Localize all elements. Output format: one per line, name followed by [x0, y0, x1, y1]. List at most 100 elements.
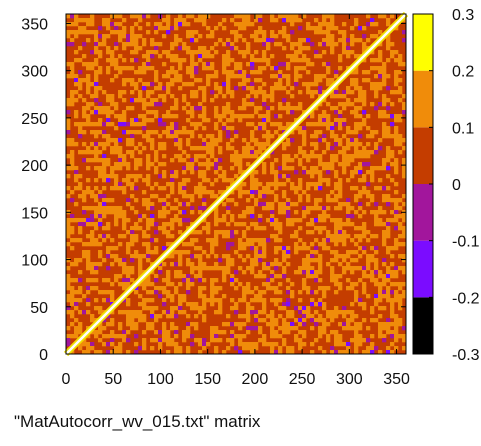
heatmap-cell	[74, 58, 79, 63]
heatmap-cell	[146, 30, 151, 35]
heatmap-cell	[82, 250, 87, 255]
heatmap-cell	[134, 158, 139, 163]
heatmap-cell	[394, 158, 399, 163]
heatmap-cell	[254, 186, 259, 191]
heatmap-cell	[282, 194, 287, 199]
heatmap-cell	[366, 38, 371, 43]
heatmap-cell	[118, 322, 123, 327]
heatmap-cell	[226, 230, 231, 235]
heatmap-cell	[126, 242, 131, 247]
heatmap-cell	[262, 254, 267, 259]
heatmap-cell	[382, 94, 387, 99]
heatmap-cell	[346, 178, 351, 183]
heatmap-cell	[190, 110, 195, 115]
heatmap-cell	[174, 334, 179, 339]
heatmap-cell	[362, 250, 367, 255]
heatmap-cell	[358, 302, 363, 307]
heatmap-cell	[126, 314, 131, 319]
heatmap-cell	[270, 214, 275, 219]
heatmap-cell	[118, 54, 123, 59]
heatmap-cell	[266, 142, 271, 147]
heatmap-cell	[170, 186, 175, 191]
heatmap-cell	[294, 210, 299, 215]
heatmap-cell	[166, 202, 171, 207]
heatmap-cell	[270, 150, 275, 155]
heatmap-cell	[266, 42, 271, 47]
heatmap-cell	[70, 246, 75, 251]
heatmap-cell	[222, 110, 227, 115]
heatmap-cell	[394, 298, 399, 303]
heatmap-cell	[222, 26, 227, 31]
heatmap-cell	[310, 266, 315, 271]
heatmap-cell	[130, 14, 135, 19]
heatmap-cell	[170, 94, 175, 99]
heatmap-cell	[234, 302, 239, 307]
heatmap-cell	[78, 270, 83, 275]
heatmap-cell	[282, 254, 287, 259]
heatmap-cell	[126, 150, 131, 155]
heatmap-cell	[302, 306, 307, 311]
heatmap-cell	[218, 114, 223, 119]
heatmap-cell	[114, 246, 119, 251]
heatmap-cell	[246, 206, 251, 211]
heatmap-cell	[270, 202, 275, 207]
heatmap-cell	[218, 174, 223, 179]
heatmap-cell	[358, 162, 363, 167]
heatmap-cell	[122, 158, 127, 163]
heatmap-cell	[274, 222, 279, 227]
heatmap-cell	[82, 294, 87, 299]
heatmap-cell	[342, 234, 347, 239]
heatmap-cell	[162, 130, 167, 135]
heatmap-cell	[102, 214, 107, 219]
heatmap-cell	[122, 90, 127, 95]
heatmap-cell	[354, 130, 359, 135]
heatmap-cell	[202, 138, 207, 143]
heatmap-cell	[82, 114, 87, 119]
heatmap-cell	[146, 242, 151, 247]
heatmap-cell	[330, 274, 335, 279]
heatmap-cell	[106, 234, 111, 239]
heatmap-cell	[90, 266, 95, 271]
heatmap-cell	[254, 314, 259, 319]
colorbar-band	[413, 297, 433, 354]
heatmap-cell	[258, 150, 263, 155]
heatmap-cell	[382, 66, 387, 71]
heatmap-cell	[366, 294, 371, 299]
heatmap-cell	[322, 122, 327, 127]
heatmap-cell	[122, 214, 127, 219]
heatmap-cell	[338, 238, 343, 243]
heatmap-cell	[258, 126, 263, 131]
heatmap-cell	[334, 42, 339, 47]
heatmap-cell	[162, 98, 167, 103]
heatmap-cell	[350, 50, 355, 55]
heatmap-cell	[138, 162, 143, 167]
heatmap-cell	[374, 346, 379, 351]
heatmap-cell	[390, 14, 395, 19]
heatmap-cell	[302, 270, 307, 275]
heatmap-cell	[350, 310, 355, 315]
heatmap-cell	[162, 34, 167, 39]
heatmap-cell	[290, 94, 295, 99]
heatmap-cell	[274, 266, 279, 271]
heatmap-cell	[94, 110, 99, 115]
heatmap-cell	[174, 130, 179, 135]
heatmap-cell	[238, 182, 243, 187]
heatmap-cell	[126, 182, 131, 187]
heatmap-cell	[242, 286, 247, 291]
heatmap-cell	[174, 58, 179, 63]
heatmap-cell	[94, 178, 99, 183]
heatmap-cell	[358, 194, 363, 199]
heatmap-cell	[130, 42, 135, 47]
heatmap-cell	[266, 182, 271, 187]
heatmap-cell	[182, 202, 187, 207]
heatmap-cell	[162, 330, 167, 335]
heatmap-cell	[326, 162, 331, 167]
heatmap-cell	[334, 278, 339, 283]
heatmap-cell	[242, 314, 247, 319]
heatmap-cell	[186, 350, 191, 355]
heatmap-cell	[266, 322, 271, 327]
heatmap-cell	[382, 238, 387, 243]
heatmap-cell	[354, 54, 359, 59]
heatmap-cell	[286, 62, 291, 67]
heatmap-cell	[146, 62, 151, 67]
